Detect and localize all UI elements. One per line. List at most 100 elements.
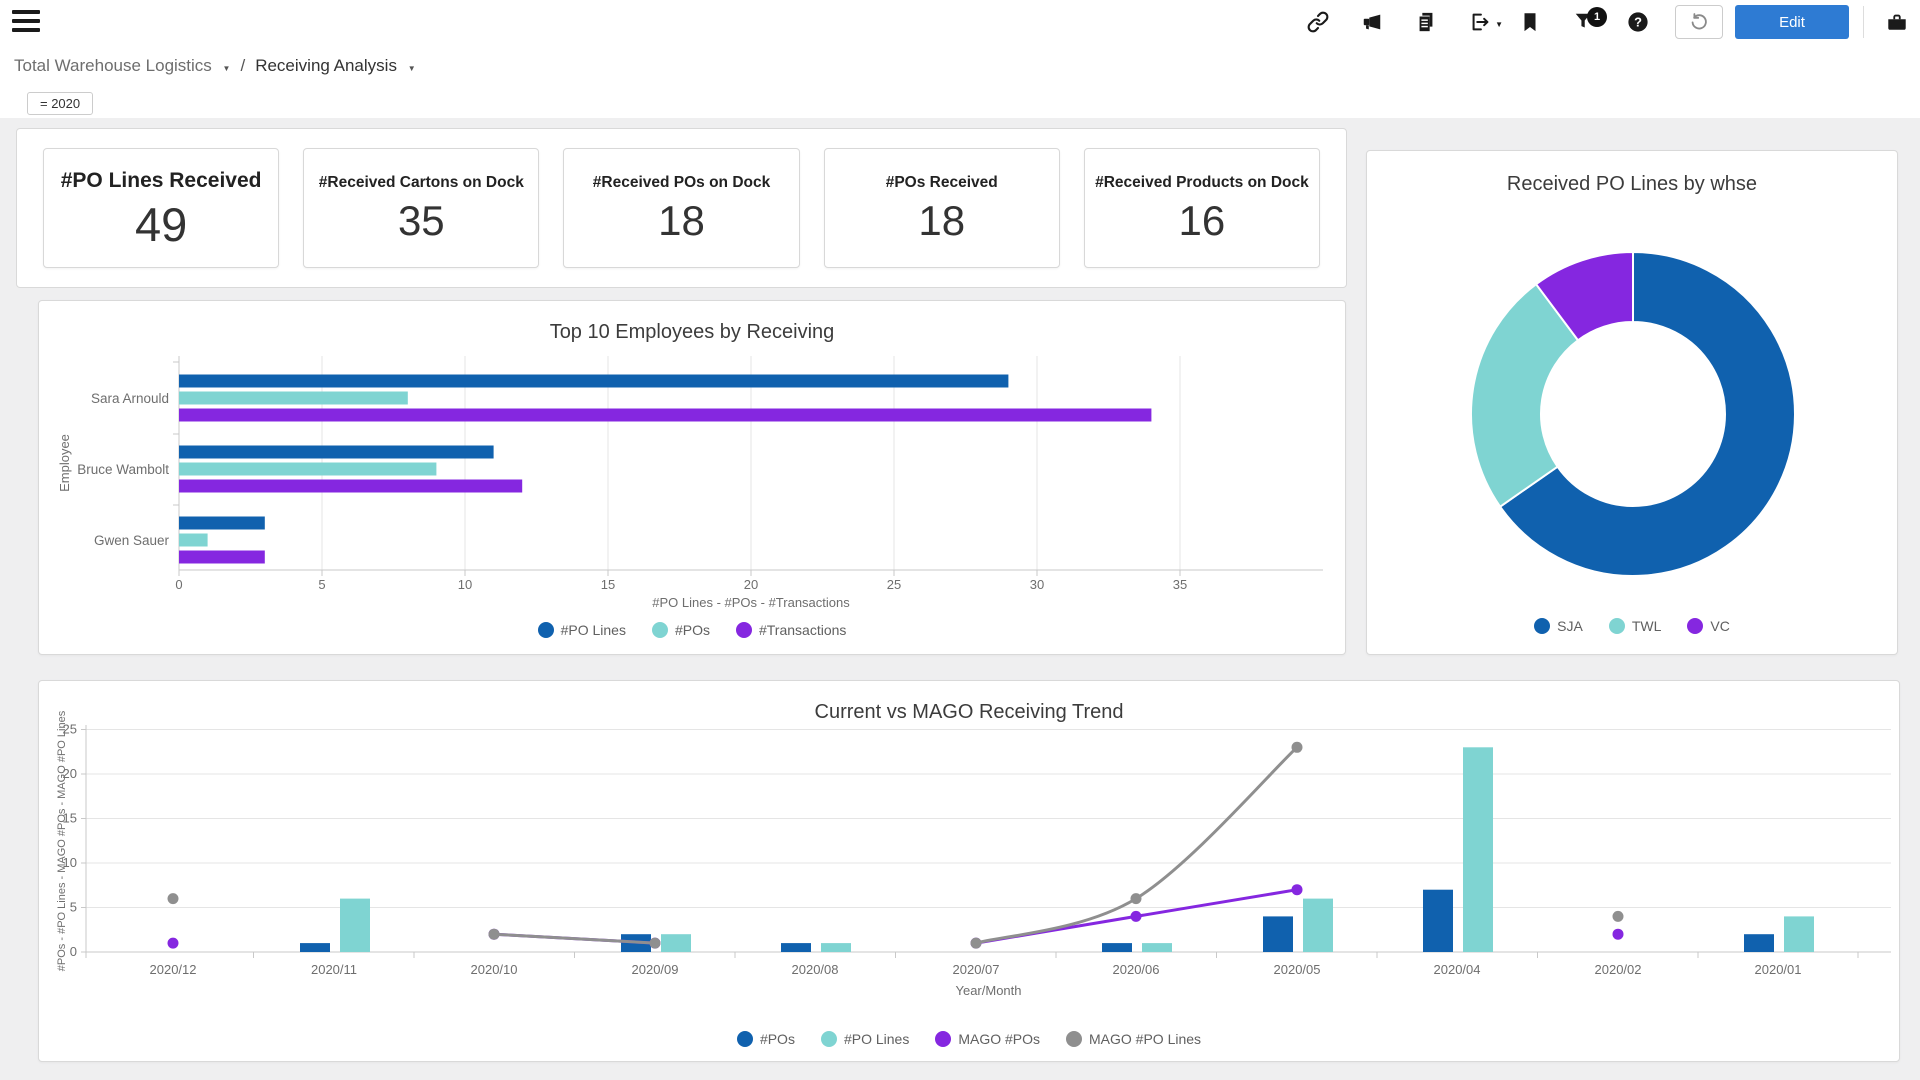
- warehouse-donut-chart[interactable]: [1367, 196, 1899, 636]
- svg-text:0: 0: [175, 577, 182, 592]
- svg-text:20: 20: [744, 577, 758, 592]
- legend-swatch: [737, 1031, 753, 1047]
- legend-item[interactable]: #PO Lines: [538, 622, 626, 638]
- kpi-row: #PO Lines Received 49 #Received Cartons on…: [16, 128, 1347, 288]
- filter-count-badge: 1: [1587, 7, 1607, 27]
- legend-swatch: [538, 622, 554, 638]
- svg-text:2020/01: 2020/01: [1755, 962, 1802, 977]
- kpi-value: 18: [658, 200, 705, 242]
- legend-swatch: [1687, 618, 1703, 634]
- share-link-icon[interactable]: [1307, 11, 1329, 33]
- svg-text:10: 10: [458, 577, 472, 592]
- legend-swatch: [736, 622, 752, 638]
- copy-pages-icon[interactable]: [1415, 11, 1437, 33]
- kpi-value: 16: [1179, 200, 1226, 242]
- legend-label: VC: [1710, 618, 1729, 634]
- svg-text:0: 0: [70, 944, 77, 959]
- kpi-card: #Received Cartons on Dock35: [303, 148, 539, 268]
- employees-bar-chart[interactable]: 05101520253035Sara ArnouldBruce WamboltG…: [39, 301, 1345, 611]
- kpi-title: #POs Received: [878, 174, 1006, 192]
- legend-item[interactable]: #POs: [652, 622, 710, 638]
- kpi-value: 49: [135, 201, 187, 248]
- legend-swatch: [652, 622, 668, 638]
- breadcrumb-page-dropdown[interactable]: Receiving Analysis ▼: [255, 56, 415, 76]
- legend-item[interactable]: MAGO #POs: [935, 1031, 1040, 1047]
- svg-text:5: 5: [318, 577, 325, 592]
- kpi-title: #PO Lines Received: [53, 169, 270, 193]
- svg-text:30: 30: [1030, 577, 1044, 592]
- legend-label: #POs: [675, 622, 710, 638]
- dashboard-screen: ▼ 1 ? Edit: [0, 0, 1920, 1080]
- legend-swatch: [1534, 618, 1550, 634]
- svg-text:2020/04: 2020/04: [1434, 962, 1481, 977]
- svg-text:2020/12: 2020/12: [150, 962, 197, 977]
- breadcrumb-dashboard-dropdown[interactable]: Total Warehouse Logistics ▼: [14, 56, 230, 76]
- legend-item[interactable]: #Transactions: [736, 622, 846, 638]
- legend-item[interactable]: TWL: [1609, 618, 1662, 634]
- export-caret-icon[interactable]: ▼: [1495, 20, 1503, 29]
- svg-text:Bruce Wambolt: Bruce Wambolt: [77, 462, 169, 477]
- donut-legend: SJA TWL VC: [1367, 618, 1897, 634]
- svg-text:15: 15: [601, 577, 615, 592]
- donut-chart-title: Received PO Lines by whse: [1367, 173, 1897, 196]
- legend-item[interactable]: #POs: [737, 1031, 795, 1047]
- legend-label: #POs: [760, 1031, 795, 1047]
- legend-label: MAGO #POs: [958, 1031, 1040, 1047]
- svg-text:2020/08: 2020/08: [792, 962, 839, 977]
- svg-text:Employee: Employee: [57, 434, 72, 492]
- legend-label: #Transactions: [759, 622, 846, 638]
- employees-panel: Top 10 Employees by Receiving 0510152025…: [38, 300, 1346, 655]
- kpi-title: #Received POs on Dock: [585, 174, 778, 192]
- kpi-card: #Received POs on Dock 18: [563, 148, 799, 268]
- kpi-card: #POs Received 18: [824, 148, 1060, 268]
- breadcrumb-page-label: Receiving Analysis: [255, 56, 397, 75]
- svg-text:2020/09: 2020/09: [632, 962, 679, 977]
- kpi-card: #Received Products on Dock 16: [1084, 148, 1320, 268]
- toolbar-actions: ▼ 1 ? Edit: [1291, 0, 1920, 44]
- svg-text:#PO Lines - #POs - #Transa: #PO Lines - #POs - #Transactions: [652, 595, 850, 610]
- legend-item[interactable]: MAGO #PO Lines: [1066, 1031, 1201, 1047]
- svg-text:Gwen Sauer: Gwen Sauer: [94, 533, 170, 548]
- svg-text:Sara Arnould: Sara Arnould: [91, 391, 169, 406]
- toolbar-divider: [1863, 6, 1864, 38]
- kpi-title: #Received Products on Dock: [1087, 174, 1317, 192]
- bookmark-icon[interactable]: [1519, 11, 1541, 33]
- trend-legend: #POs #PO Lines MAGO #POs MAGO #PO Lines: [39, 1031, 1899, 1047]
- breadcrumb: Total Warehouse Logistics ▼ / Receiving …: [14, 56, 416, 76]
- legend-label: #PO Lines: [844, 1031, 909, 1047]
- edit-button[interactable]: Edit: [1735, 5, 1849, 39]
- topbar: ▼ 1 ? Edit: [0, 0, 1920, 44]
- filter-icon[interactable]: 1: [1573, 11, 1595, 33]
- chevron-down-icon: ▼: [223, 64, 231, 73]
- svg-text:#POs - #PO Lines - MAGO #P: #POs - #PO Lines - MAGO #POs - MAGO #PO …: [56, 710, 68, 971]
- legend-item[interactable]: #PO Lines: [821, 1031, 909, 1047]
- svg-text:2020/06: 2020/06: [1113, 962, 1160, 977]
- svg-text:35: 35: [1173, 577, 1187, 592]
- trend-panel: Current vs MAGO Receiving Trend 05101520…: [38, 680, 1900, 1062]
- filter-chip-2020[interactable]: = 2020: [27, 92, 93, 115]
- svg-text:2020/07: 2020/07: [953, 962, 1000, 977]
- svg-text:5: 5: [70, 900, 77, 915]
- announcement-icon[interactable]: [1361, 11, 1383, 33]
- svg-text:?: ?: [1634, 15, 1642, 30]
- kpi-card: #PO Lines Received 49: [43, 148, 279, 268]
- menu-icon[interactable]: [12, 10, 40, 32]
- legend-swatch: [821, 1031, 837, 1047]
- undo-button[interactable]: [1675, 5, 1723, 39]
- chevron-down-icon: ▼: [408, 64, 416, 73]
- svg-text:Year/Month: Year/Month: [955, 983, 1021, 998]
- legend-item[interactable]: SJA: [1534, 618, 1583, 634]
- trend-combo-chart[interactable]: 05101520252020/122020/112020/102020/0920…: [39, 681, 1899, 1006]
- breadcrumb-dashboard-label: Total Warehouse Logistics: [14, 56, 212, 75]
- kpi-title: #Received Cartons on Dock: [311, 174, 532, 192]
- svg-text:2020/05: 2020/05: [1274, 962, 1321, 977]
- kpi-value: 18: [918, 200, 965, 242]
- export-icon[interactable]: [1469, 11, 1491, 33]
- briefcase-icon[interactable]: [1886, 11, 1908, 33]
- breadcrumb-separator: /: [240, 56, 245, 76]
- help-icon[interactable]: ?: [1627, 11, 1649, 33]
- legend-label: TWL: [1632, 618, 1662, 634]
- donut-panel: Received PO Lines by whse SJA TWL VC: [1366, 150, 1898, 655]
- svg-text:2020/11: 2020/11: [311, 962, 357, 977]
- legend-item[interactable]: VC: [1687, 618, 1729, 634]
